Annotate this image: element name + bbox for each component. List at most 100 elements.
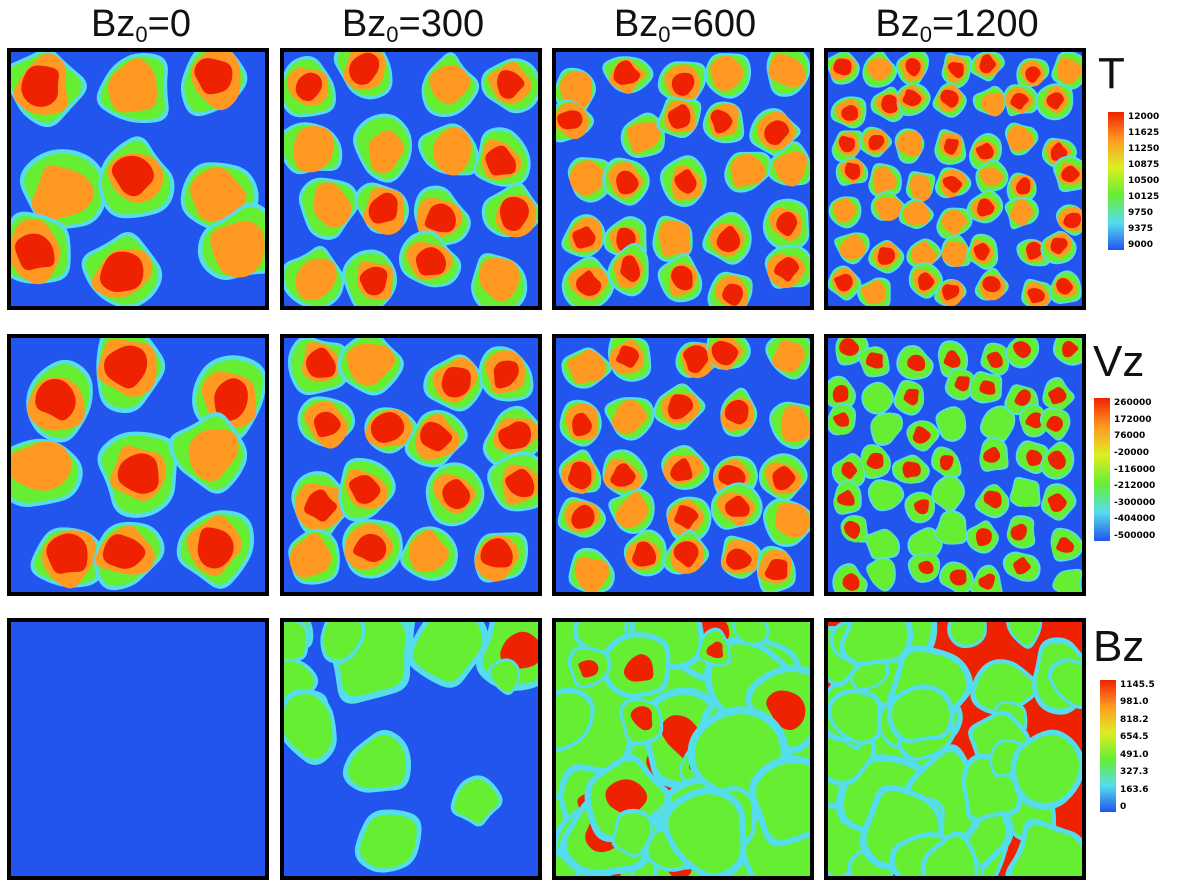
cell-shape	[499, 196, 529, 231]
colorbar-tick-label: 9375	[1128, 224, 1154, 234]
variable-label-bz: Bz	[1093, 622, 1145, 671]
cell-shape	[370, 412, 405, 443]
cell-shape	[284, 694, 333, 759]
cell-shape	[844, 622, 908, 662]
cell-shape	[293, 126, 334, 173]
colorbar-vz: 260000 172000 76000 -20000 -116000 -212000 -30…	[1094, 398, 1155, 541]
cell-shape	[915, 533, 940, 557]
colorbar-tick-label: -20000	[1114, 447, 1150, 458]
cell-shape	[876, 482, 899, 508]
cell-shape	[313, 411, 341, 438]
cell-shape	[979, 166, 1004, 187]
cell-shape	[1014, 389, 1031, 406]
colorbar-tick-label: 76000	[1114, 431, 1146, 442]
cell-shape	[289, 532, 332, 578]
cell-shape	[111, 155, 154, 197]
cell-shape	[973, 242, 990, 261]
field-map	[11, 52, 265, 306]
cell-shape	[710, 109, 733, 134]
cell-shape	[1056, 537, 1075, 553]
cell-shape	[949, 569, 967, 586]
cell-shape	[626, 122, 661, 154]
cell-shape	[632, 541, 657, 567]
cell-shape	[323, 622, 362, 660]
cell-shape	[368, 192, 398, 224]
cell-shape	[408, 529, 449, 573]
cell-shape	[939, 517, 962, 541]
field-map	[284, 52, 538, 306]
cell-shape	[941, 209, 968, 236]
cell-shape	[493, 360, 519, 389]
cell-shape	[838, 135, 856, 153]
cell-shape	[1013, 557, 1031, 575]
cell-shape	[188, 429, 239, 482]
field-map	[828, 622, 1082, 876]
cell-shape	[197, 527, 234, 569]
colorbar-tick-label: 11250	[1128, 144, 1160, 154]
cell-shape	[497, 70, 525, 99]
column-header-bz0-1200: Bz0=1200	[826, 2, 1088, 47]
cell-shape	[943, 138, 959, 155]
cell-shape	[983, 490, 1002, 509]
colorbar-tick-label: 10125	[1128, 192, 1160, 202]
cell-shape	[711, 340, 739, 366]
cell-shape	[424, 203, 456, 233]
cell-shape	[670, 458, 693, 482]
cell-shape	[877, 247, 896, 265]
cell-shape	[574, 556, 609, 592]
cell-shape	[615, 491, 649, 528]
cell-shape	[868, 558, 894, 586]
cell-shape	[572, 226, 596, 249]
cell-shape	[832, 384, 849, 403]
cell-shape	[730, 154, 766, 188]
cell-shape	[441, 366, 471, 398]
cell-shape	[11, 441, 72, 491]
cell-shape	[1056, 571, 1078, 592]
cell-shape	[866, 452, 884, 469]
cell-shape	[975, 528, 992, 547]
cell-shape	[194, 58, 233, 95]
cell-shape	[903, 200, 930, 225]
cell-shape	[842, 573, 860, 591]
header-sub: 0	[386, 22, 399, 47]
cell-shape	[99, 251, 144, 293]
header-main: Bz	[91, 3, 136, 45]
field-map	[284, 338, 538, 592]
cell-shape	[1016, 177, 1031, 195]
cell-shape	[572, 412, 592, 437]
cell-shape	[1026, 241, 1043, 260]
colorbar-tick-label: 10500	[1128, 176, 1160, 186]
cell-shape	[716, 225, 741, 253]
cell-shape	[671, 265, 693, 291]
cell-shape	[353, 533, 387, 563]
cell-shape	[442, 479, 470, 510]
cell-shape	[975, 142, 994, 160]
cell-shape	[21, 65, 59, 107]
cell-shape	[726, 548, 752, 570]
cell-shape	[724, 399, 749, 425]
field-map	[11, 338, 265, 592]
colorbar-tick-label: -404000	[1114, 514, 1156, 525]
cell-shape	[1051, 661, 1082, 705]
cell-shape	[1007, 125, 1035, 152]
cell-shape	[190, 167, 247, 222]
colorbar-tick-label: 491.0	[1120, 749, 1149, 760]
cell-shape	[359, 266, 388, 296]
cell-shape	[834, 273, 853, 292]
cell-shape	[1027, 287, 1045, 304]
cell-shape	[432, 126, 472, 176]
simulation-panel	[552, 334, 814, 596]
cell-shape	[725, 495, 750, 517]
simulation-panel	[280, 48, 542, 310]
cell-shape	[764, 120, 790, 146]
cell-shape	[616, 345, 640, 368]
simulation-panel	[280, 618, 542, 880]
cell-shape	[978, 573, 995, 590]
cell-shape	[873, 166, 897, 194]
cell-shape	[295, 258, 337, 301]
header-rest: =300	[398, 3, 485, 45]
cell-shape	[866, 57, 893, 81]
column-header-bz0-300: Bz0=300	[282, 2, 544, 47]
cell-shape	[837, 490, 855, 506]
cell-shape	[830, 693, 878, 741]
